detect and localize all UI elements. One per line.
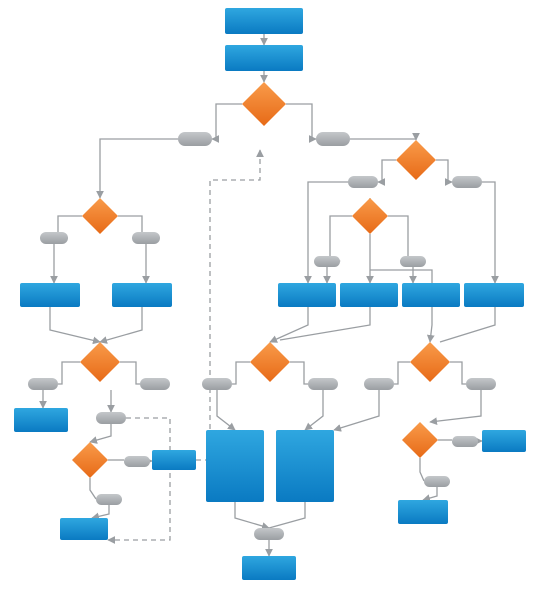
edge: [90, 424, 111, 442]
decision-node: [410, 342, 450, 382]
process-node: [225, 8, 303, 34]
edge: [280, 307, 370, 340]
edge: [482, 182, 495, 283]
process-node: [206, 430, 264, 502]
connector-node: [400, 256, 426, 267]
edge: [290, 362, 308, 384]
edge: [212, 104, 242, 139]
connector-node: [466, 378, 496, 390]
process-node: [112, 283, 172, 307]
connector-node: [452, 176, 482, 188]
decision-node: [72, 442, 108, 478]
edge: [92, 505, 109, 518]
edge: [232, 362, 250, 384]
connector-node: [202, 378, 232, 390]
process-node: [402, 283, 460, 307]
edge: [350, 139, 416, 140]
connector-node: [308, 378, 338, 390]
process-node: [398, 500, 448, 524]
edge: [90, 478, 96, 499]
connector-node: [424, 476, 450, 487]
edge: [450, 362, 466, 384]
connector-node: [364, 378, 394, 390]
connector-node: [124, 456, 150, 467]
edge: [120, 362, 140, 384]
edge: [286, 104, 316, 139]
process-node: [278, 283, 336, 307]
edge: [378, 160, 396, 182]
edge: [196, 150, 260, 460]
connector-node: [316, 132, 350, 146]
decision-node: [242, 82, 286, 126]
connector-node: [28, 378, 58, 390]
edge: [305, 390, 323, 430]
connector-node: [178, 132, 212, 146]
process-node: [225, 45, 303, 71]
connector-node: [348, 176, 378, 188]
edge: [388, 216, 408, 261]
decision-node: [352, 198, 388, 234]
edge: [308, 182, 348, 283]
edge: [269, 502, 305, 528]
edge: [430, 307, 432, 342]
edge: [50, 307, 100, 342]
process-node: [14, 408, 68, 432]
edge: [100, 307, 142, 342]
process-node: [340, 283, 398, 307]
connector-node: [96, 412, 126, 424]
edge: [217, 390, 235, 430]
edge: [394, 362, 410, 384]
decision-node: [82, 198, 118, 234]
process-node: [276, 430, 334, 502]
connector-node: [40, 232, 68, 244]
decision-node: [402, 422, 438, 458]
edge: [430, 390, 481, 422]
process-node: [482, 430, 526, 452]
connector-node: [96, 494, 122, 505]
connector-node: [132, 232, 160, 244]
process-node: [464, 283, 524, 307]
decision-node: [396, 140, 436, 180]
edge: [440, 307, 495, 342]
nodes-layer: [14, 8, 526, 580]
decision-node: [250, 342, 290, 382]
edge: [330, 216, 352, 261]
connector-node: [140, 378, 170, 390]
process-node: [242, 556, 296, 580]
edge: [100, 139, 178, 198]
edge: [436, 160, 452, 182]
decision-node: [80, 342, 120, 382]
connector-node: [452, 436, 478, 447]
process-node: [60, 518, 108, 540]
edge: [58, 362, 80, 384]
edge: [334, 390, 379, 430]
edge: [235, 502, 269, 528]
flowchart-canvas: [0, 0, 555, 600]
edge: [108, 418, 170, 540]
edge: [370, 270, 432, 283]
process-node: [20, 283, 80, 307]
process-node: [152, 450, 196, 470]
edge: [423, 487, 437, 500]
connector-node: [314, 256, 340, 267]
edge: [420, 458, 424, 481]
connector-node: [254, 528, 284, 540]
